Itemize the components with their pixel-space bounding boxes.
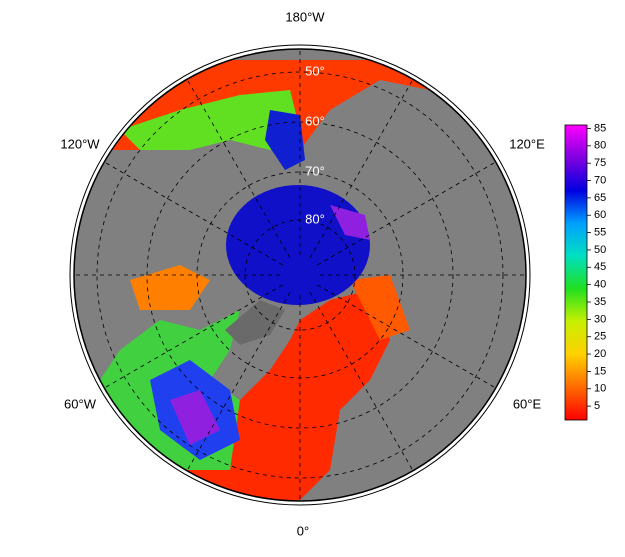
- lon-label: 120°E: [509, 136, 545, 151]
- ice-bering: [265, 110, 305, 170]
- lon-label: 120°W: [60, 136, 100, 151]
- colorbar: [564, 124, 588, 421]
- lat-label: 60°: [305, 113, 325, 128]
- meridian: [309, 79, 414, 258]
- colorbar-tick-label: 25: [594, 331, 606, 343]
- ocean-barents: [350, 275, 410, 340]
- ice-arctic-edge: [330, 205, 370, 240]
- graticule: [74, 49, 526, 501]
- colorbar-tick-label: 15: [594, 365, 606, 377]
- colorbar-tick-label: 5: [594, 400, 600, 412]
- meridian: [309, 292, 414, 471]
- lon-label: 60°E: [513, 396, 542, 411]
- colorbar-tick-label: 50: [594, 244, 606, 256]
- greenland: [225, 300, 285, 345]
- colorbar-tick-label: 20: [594, 348, 606, 360]
- map-border: [73, 48, 527, 502]
- meridian: [104, 284, 283, 389]
- colorbar-tick-label: 35: [594, 296, 606, 308]
- colorbar-tick-label: 60: [594, 209, 606, 221]
- parallel: [96, 71, 504, 479]
- meridian: [317, 284, 496, 389]
- lat-label: 70°: [305, 163, 325, 178]
- meridian: [317, 161, 496, 266]
- ice-labrador-core: [170, 390, 220, 445]
- colorbar-tick-label: 55: [594, 226, 606, 238]
- meridian: [186, 79, 291, 258]
- parallel: [146, 121, 454, 429]
- lat-label: 80°: [305, 211, 325, 226]
- colorbar-tick-label: 70: [594, 174, 606, 186]
- colorbar-tick-label: 75: [594, 157, 606, 169]
- meridian: [186, 292, 291, 471]
- colorbar-tick-label: 40: [594, 279, 606, 291]
- colorbar-tick-label: 45: [594, 261, 606, 273]
- meridian: [104, 161, 283, 266]
- colorbar-tick-label: 10: [594, 383, 606, 395]
- colorbar-tick-label: 30: [594, 313, 606, 325]
- ocean-hudson: [130, 265, 210, 310]
- lon-label: 180°W: [285, 9, 325, 24]
- colorbar-tick-label: 85: [594, 122, 606, 134]
- lon-label: 0°: [297, 523, 309, 538]
- map-disc: [74, 49, 526, 501]
- colorbar-tick-label: 80: [594, 140, 606, 152]
- lat-label: 50°: [305, 63, 325, 78]
- ocean-bering: [120, 90, 300, 150]
- colorbar-tick-label: 65: [594, 192, 606, 204]
- lon-label: 60°W: [64, 396, 97, 411]
- map-frame: [69, 44, 531, 506]
